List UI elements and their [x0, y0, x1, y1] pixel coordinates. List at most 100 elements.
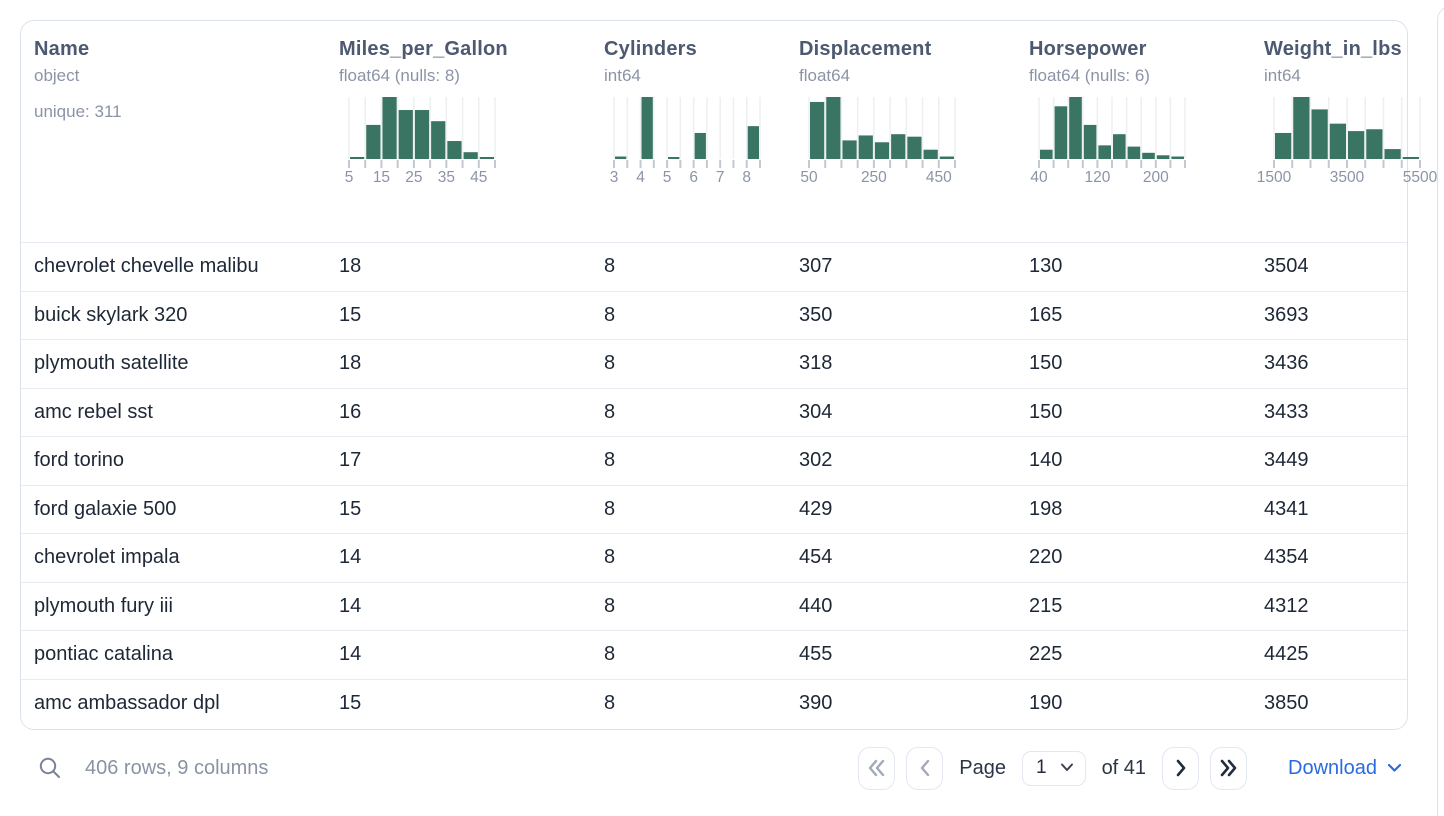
- cell-horsepower: 140: [1029, 449, 1063, 472]
- first-page-button[interactable]: [858, 746, 896, 790]
- cell-displacement: 390: [799, 691, 833, 714]
- page-count-label: of 41: [1101, 756, 1147, 779]
- svg-text:120: 120: [1084, 169, 1110, 186]
- page-select-value: 1: [1035, 756, 1047, 778]
- page-label: Page: [959, 756, 1006, 779]
- chevrons-left-icon: [869, 759, 885, 777]
- column-title: Cylinders: [604, 38, 697, 60]
- cell-horsepower: 198: [1029, 497, 1063, 520]
- histogram-miles_per_gallon[interactable]: 5 15 25 35 45: [339, 97, 505, 187]
- column-header-name[interactable]: Name object unique: 311: [21, 21, 326, 242]
- cell-name: chevrolet impala: [34, 546, 180, 569]
- svg-text:40: 40: [1030, 169, 1048, 186]
- last-page-button[interactable]: [1210, 746, 1248, 790]
- column-header-horsepower[interactable]: Horsepower float64 (nulls: 6) 40 120 200: [1016, 21, 1251, 242]
- cell-horsepower: 150: [1029, 352, 1063, 375]
- cell-miles_per_gallon: 18: [339, 255, 362, 278]
- next-page-button[interactable]: [1162, 746, 1200, 790]
- cell-cylinders: 8: [604, 303, 616, 326]
- cell-displacement: 304: [799, 400, 833, 423]
- column-type: int64: [1264, 66, 1301, 85]
- svg-text:5: 5: [345, 169, 354, 186]
- cell-name: chevrolet chevelle malibu: [34, 255, 259, 278]
- histogram-horsepower[interactable]: 40 120 200: [1029, 97, 1195, 187]
- column-title: Horsepower: [1029, 38, 1147, 60]
- cell-displacement: 454: [799, 546, 833, 569]
- column-header-cylinders[interactable]: Cylinders int64 3 4 5 6 7 8: [591, 21, 786, 242]
- chevron-down-icon: [1387, 763, 1402, 772]
- prev-page-button[interactable]: [906, 746, 944, 790]
- svg-text:250: 250: [861, 169, 887, 186]
- page-select[interactable]: 1: [1021, 750, 1086, 786]
- cell-cylinders: 8: [604, 546, 616, 569]
- cell-name: pontiac catalina: [34, 643, 173, 666]
- cell-name: ford galaxie 500: [34, 497, 177, 520]
- svg-text:7: 7: [716, 169, 725, 186]
- table-body: chevrolet chevelle malibu 18 8 307 130 3504 bu…: [21, 242, 1407, 727]
- table-footer: 406 rows, 9 columns Page 1 of 41: [20, 740, 1408, 796]
- column-header-displacement[interactable]: Displacement float64 50 250 450: [786, 21, 1016, 242]
- column-type: int64: [604, 66, 641, 85]
- cell-miles_per_gallon: 17: [339, 449, 362, 472]
- status-group: 406 rows, 9 columns: [38, 756, 268, 780]
- table-header-row: Name object unique: 311 Miles_per_Gallon flo…: [21, 21, 1438, 242]
- cell-cylinders: 8: [604, 594, 616, 617]
- chevron-down-icon: [1060, 763, 1073, 771]
- svg-text:45: 45: [470, 169, 487, 186]
- cell-name: ford torino: [34, 449, 125, 472]
- cell-cylinders: 8: [604, 497, 616, 520]
- table-row: amc ambassador dpl 15 8 390 190 3850: [21, 678, 1407, 728]
- svg-text:5: 5: [663, 169, 672, 186]
- cell-name: amc rebel sst: [34, 400, 153, 423]
- cell-displacement: 318: [799, 352, 833, 375]
- chevrons-right-icon: [1220, 759, 1237, 777]
- download-button[interactable]: Download: [1288, 757, 1402, 780]
- svg-text:450: 450: [926, 169, 952, 186]
- dataframe-card: Name object unique: 311 Miles_per_Gallon flo…: [20, 20, 1438, 730]
- pagination: Page 1 of 41 Download: [858, 746, 1402, 790]
- cell-miles_per_gallon: 14: [339, 643, 362, 666]
- cell-displacement: 350: [799, 303, 833, 326]
- svg-text:35: 35: [438, 169, 455, 186]
- column-header-miles_per_gallon[interactable]: Miles_per_Gallon float64 (nulls: 8) 5 15 25 3…: [326, 21, 591, 242]
- cell-displacement: 455: [799, 643, 833, 666]
- cell-miles_per_gallon: 15: [339, 303, 362, 326]
- cell-weight_in_lbs: 3436: [1264, 352, 1309, 375]
- table-row: chevrolet impala 14 8 454 220 4354: [21, 533, 1407, 582]
- svg-text:3500: 3500: [1330, 169, 1365, 186]
- cell-horsepower: 190: [1029, 691, 1063, 714]
- column-title: Weight_in_lbs: [1264, 38, 1402, 60]
- table-row: pontiac catalina 14 8 455 225 4425: [21, 630, 1407, 679]
- svg-text:50: 50: [800, 169, 818, 186]
- cell-cylinders: 8: [604, 691, 616, 714]
- cell-cylinders: 8: [604, 400, 616, 423]
- svg-text:15: 15: [373, 169, 390, 186]
- table-row: ford galaxie 500 15 8 429 198 4341: [21, 484, 1407, 534]
- cell-weight_in_lbs: 4425: [1264, 643, 1309, 666]
- cell-name: plymouth fury iii: [34, 594, 173, 617]
- cell-horsepower: 225: [1029, 643, 1063, 666]
- cell-cylinders: 8: [604, 255, 616, 278]
- column-unique-count: unique: 311: [34, 102, 122, 121]
- search-icon[interactable]: [38, 756, 62, 780]
- svg-text:25: 25: [405, 169, 422, 186]
- histogram-weight_in_lbs[interactable]: 1500 3500 5500: [1257, 97, 1438, 187]
- cell-horsepower: 130: [1029, 255, 1063, 278]
- svg-text:4: 4: [636, 169, 645, 186]
- column-type: float64 (nulls: 6): [1029, 66, 1150, 85]
- table-row: amc rebel sst 16 8 304 150 3433: [21, 387, 1407, 437]
- cell-horsepower: 215: [1029, 594, 1063, 617]
- column-header-weight_in_lbs[interactable]: Weight_in_lbs int64 1500 3500 5500: [1251, 21, 1438, 242]
- cell-miles_per_gallon: 16: [339, 400, 362, 423]
- cell-displacement: 307: [799, 255, 833, 278]
- column-type: float64 (nulls: 8): [339, 66, 460, 85]
- cell-weight_in_lbs: 3693: [1264, 303, 1309, 326]
- histogram-displacement[interactable]: 50 250 450: [799, 97, 965, 187]
- cell-cylinders: 8: [604, 643, 616, 666]
- cell-cylinders: 8: [604, 352, 616, 375]
- cell-displacement: 440: [799, 594, 833, 617]
- chevron-left-icon: [920, 759, 929, 777]
- cell-miles_per_gallon: 15: [339, 691, 362, 714]
- cell-miles_per_gallon: 15: [339, 497, 362, 520]
